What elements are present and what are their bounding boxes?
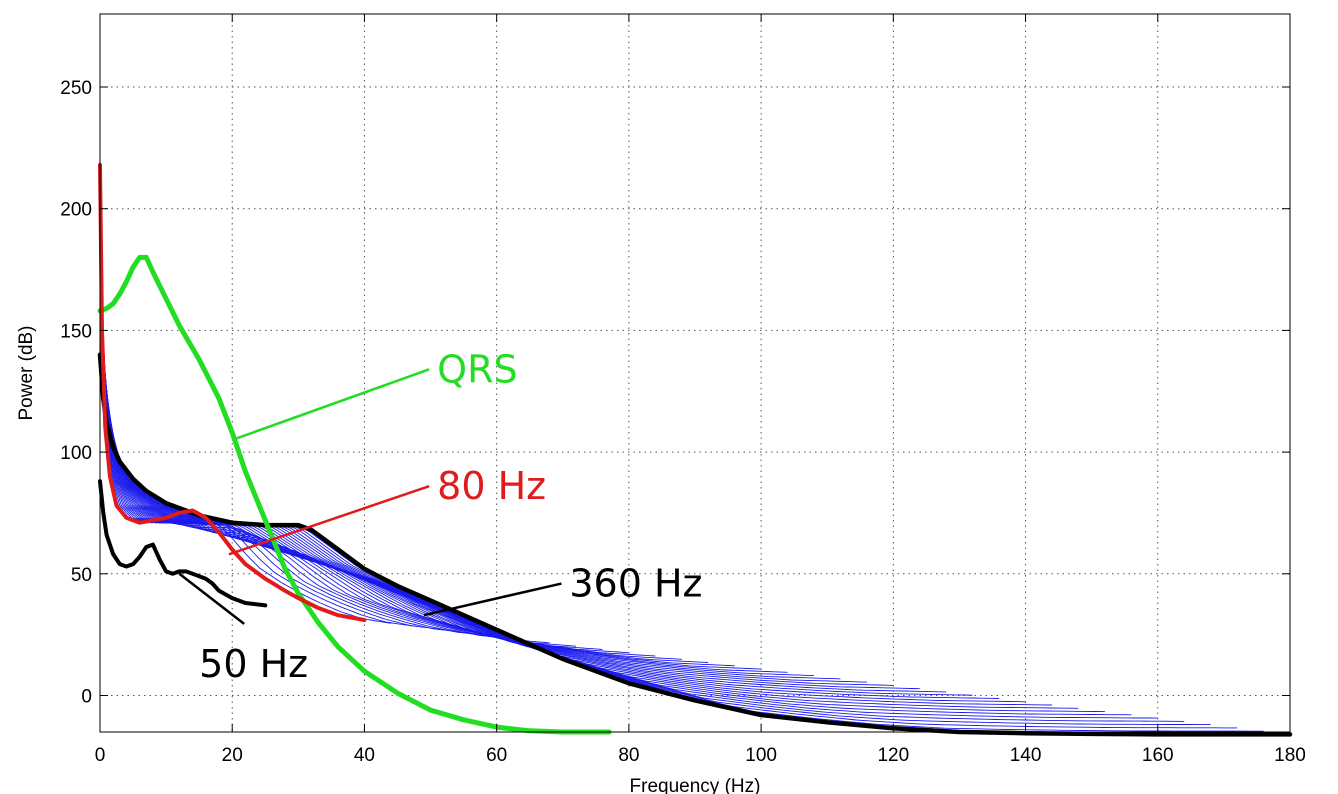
x-tick-label-40: 40 (354, 745, 375, 766)
x-tick-label-60: 60 (486, 745, 507, 766)
plot-area-background (100, 14, 1290, 732)
x-tick-label-180: 180 (1274, 745, 1306, 766)
y-tick-label-0: 0 (81, 686, 92, 707)
plot-frame (99, 13, 1291, 733)
annotation-label-50hz: 50 Hz (199, 642, 308, 686)
annotations: QRS 80 Hz 360 Hz 50 Hz (178, 347, 703, 686)
x-tick-label-140: 140 (1010, 745, 1042, 766)
band-curve-4 (99, 186, 471, 634)
y-axis-label: Power (dB) (16, 325, 37, 420)
x-tick-label-20: 20 (222, 745, 243, 766)
annotation-label-qrs: QRS (437, 347, 517, 391)
y-tick-label-100: 100 (60, 443, 92, 464)
y-tick-label-250: 250 (60, 78, 92, 99)
band-curve-12 (99, 229, 682, 660)
annotation-leader-50hz (178, 572, 245, 625)
y-tick-label-200: 200 (60, 200, 92, 221)
series-50hz-line (98, 479, 268, 608)
y-tick-label-150: 150 (60, 321, 92, 342)
annotation-leader-360hz (423, 582, 562, 617)
x-tick-label-80: 80 (618, 745, 639, 766)
y-tick-label-50: 50 (71, 565, 92, 586)
x-axis-label: Frequency (Hz) (630, 776, 761, 794)
series-80hz-line (98, 162, 367, 622)
band-curve-6 (99, 197, 524, 641)
band-curve-7 (99, 202, 550, 644)
annotation-leader-qrs (231, 368, 430, 442)
annotation-leader-80hz (228, 484, 430, 556)
axis-ticks: 0 20 40 60 80 100 120 140 160 180 0 50 100 150 200 250 (60, 14, 1306, 766)
x-tick-label-120: 120 (877, 745, 909, 766)
x-tick-label-100: 100 (745, 745, 777, 766)
x-tick-label-0: 0 (95, 745, 106, 766)
annotation-label-360hz: 360 Hz (569, 562, 702, 606)
grid-lines (100, 14, 1290, 732)
annotation-label-80hz: 80 Hz (437, 464, 546, 508)
series-qrs-line (97, 254, 612, 735)
x-tick-label-160: 160 (1142, 745, 1174, 766)
